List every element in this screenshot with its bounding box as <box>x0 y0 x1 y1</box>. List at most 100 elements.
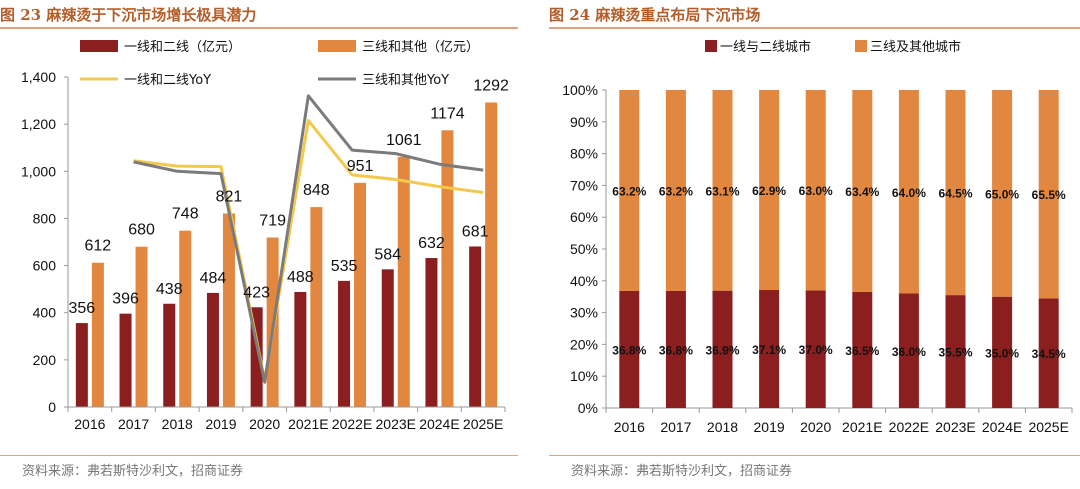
right-x-tick-label: 2016 <box>614 419 645 435</box>
left-bar-tier3 <box>441 130 454 407</box>
right-bar-tier3 <box>665 90 686 291</box>
legend-label-tier3: 三线和其他（亿元） <box>362 40 479 55</box>
left-x-tick-label: 2021E <box>288 416 328 432</box>
left-data-label-tier3: 821 <box>216 188 243 205</box>
legend-swatch-tier3 <box>318 40 356 52</box>
left-bar-tier12 <box>163 303 176 407</box>
left-legend: 一线和二线（亿元） 三线和其他（亿元） 一线和二线YoY 三线和其他YoY <box>80 40 479 88</box>
right-bar-tier12 <box>852 291 873 408</box>
legend-swatch-tier12-cities <box>705 40 717 52</box>
left-data-label-tier12: 535 <box>331 258 358 275</box>
right-bar-tier3 <box>1038 90 1059 299</box>
left-data-label-tier3: 612 <box>84 238 111 255</box>
right-y-tick-label: 30% <box>570 305 598 321</box>
right-x-tick-label: 2023E <box>935 419 975 435</box>
left-line-tier12-yoy <box>133 119 484 382</box>
right-bar-tier3 <box>992 90 1013 297</box>
right-data-label-tier12: 35.5% <box>938 346 972 360</box>
right-data-label-tier12: 36.0% <box>892 345 926 359</box>
left-data-label-tier3: 951 <box>347 158 374 175</box>
right-data-label-tier3: 65.5% <box>1032 188 1066 202</box>
right-data-label-tier3: 63.0% <box>799 184 833 198</box>
left-bar-tier3 <box>310 207 323 407</box>
left-data-label-tier12: 681 <box>462 223 489 240</box>
right-bar-tier3 <box>945 90 966 296</box>
left-bar-tier3 <box>397 156 410 407</box>
right-source-note: 资料来源：弗若斯特沙利文，招商证券 <box>571 464 793 479</box>
left-y-tick-label: 1,000 <box>21 163 56 179</box>
legend-label-tier3-yoy: 三线和其他YoY <box>362 73 449 88</box>
left-title-rule <box>0 27 518 29</box>
left-bar-tier12 <box>75 323 88 407</box>
left-data-label-tier3: 1174 <box>430 105 465 122</box>
right-x-tick-label: 2017 <box>660 419 691 435</box>
right-x-tick-label: 2020 <box>800 419 831 435</box>
left-data-label-tier3: 719 <box>259 213 286 230</box>
left-x-tick-label: 2019 <box>205 416 236 432</box>
right-data-label-tier3: 63.4% <box>845 185 879 199</box>
right-data-label-tier12: 36.8% <box>612 343 646 357</box>
right-bar-tier12 <box>1038 298 1059 408</box>
left-y-tick-label: 600 <box>33 258 57 274</box>
right-data-label-tier3: 63.2% <box>612 184 646 198</box>
left-figure-title: 图 23 麻辣烫于下沉市场增长极具潜力 <box>0 6 257 24</box>
left-bar-tier12 <box>294 291 307 407</box>
right-footer-rule <box>549 455 1080 456</box>
left-bar-tier3 <box>485 102 498 407</box>
left-line-tier3-yoy <box>133 94 484 384</box>
left-data-label-tier12: 484 <box>200 270 227 287</box>
left-x-tick-label: 2016 <box>74 416 105 432</box>
right-data-label-tier3: 64.0% <box>892 186 926 200</box>
right-data-label-tier12: 36.8% <box>659 343 693 357</box>
right-x-tick-label: 2018 <box>707 419 738 435</box>
left-x-tick-label: 2020 <box>249 416 280 432</box>
left-bar-tier12 <box>119 313 132 407</box>
right-bar-tier12 <box>665 290 686 408</box>
right-bar-tier3 <box>805 90 826 291</box>
right-bar-tier3 <box>759 90 780 291</box>
legend-swatch-tier12 <box>80 40 118 52</box>
left-bar-tier12 <box>425 258 438 407</box>
right-data-label-tier3: 63.1% <box>705 184 739 198</box>
right-x-tick-label: 2022E <box>889 419 929 435</box>
left-data-label-tier12: 632 <box>418 235 445 252</box>
right-y-tick-label: 0% <box>578 400 598 416</box>
left-y-tick-label: 400 <box>33 305 57 321</box>
right-legend: 一线与二线城市 三线及其他城市 <box>705 39 961 55</box>
left-data-label-tier3: 848 <box>303 182 330 199</box>
right-bar-tier12 <box>759 290 780 408</box>
right-x-tick-label: 2019 <box>754 419 785 435</box>
right-bar-tier12 <box>945 295 966 408</box>
right-bar-tier3 <box>898 90 919 294</box>
left-bar-tier12 <box>206 292 219 407</box>
left-source-note: 资料来源：弗若斯特沙利文，招商证券 <box>22 464 244 479</box>
left-x-tick-label: 2025E <box>463 416 503 432</box>
left-data-label-tier3: 1061 <box>386 132 422 149</box>
right-data-label-tier3: 64.5% <box>938 187 972 201</box>
right-bar-tier3 <box>712 90 733 291</box>
left-data-label-tier12: 488 <box>287 269 314 286</box>
right-data-label-tier12: 35.0% <box>985 346 1019 360</box>
right-bar-tier3 <box>619 90 640 291</box>
right-y-tick-label: 90% <box>570 114 598 130</box>
left-y-tick-label: 800 <box>33 210 57 226</box>
left-data-label-tier12: 438 <box>156 281 183 298</box>
left-bar-tier3 <box>354 182 367 407</box>
right-x-tick-label: 2024E <box>982 419 1022 435</box>
right-data-label-tier12: 36.5% <box>845 344 879 358</box>
right-data-label-tier12: 37.1% <box>752 343 786 357</box>
right-y-tick-label: 100% <box>562 82 598 98</box>
legend-swatch-tier3-cities <box>855 40 867 52</box>
left-data-label-tier12: 396 <box>112 291 139 308</box>
right-y-tick-label: 40% <box>570 273 598 289</box>
left-x-tick-label: 2017 <box>118 416 149 432</box>
right-bar-tier12 <box>992 296 1013 408</box>
left-data-label-tier3: 748 <box>172 206 199 223</box>
left-chart: 356 612 396 680 438 748 484 821 423 719 488 848 535 9… <box>21 40 509 432</box>
right-data-label-tier3: 65.0% <box>985 187 1019 201</box>
legend-label-tier12-cities: 一线与二线城市 <box>720 39 811 55</box>
right-data-label-tier3: 62.9% <box>752 184 786 198</box>
right-bar-tier12 <box>898 293 919 408</box>
right-y-tick-label: 20% <box>570 336 598 352</box>
left-bar-tier3 <box>222 213 235 407</box>
